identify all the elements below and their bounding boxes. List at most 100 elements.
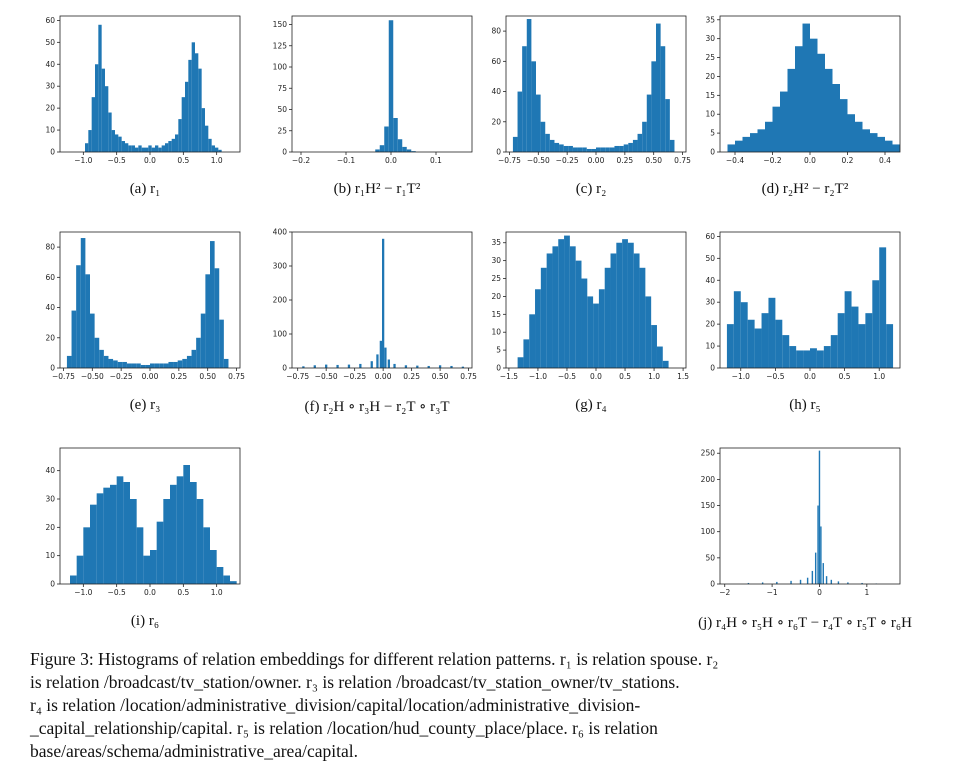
- histogram-panel-b: −0.2 −0.1 0.0 0.1 0 25 50 75 100 125 150 (b) r₁H² …: [262, 10, 492, 235]
- histogram-j-ytick-label: 100: [701, 527, 716, 536]
- histogram-f-ytick-label: 300: [273, 262, 288, 271]
- histogram-e-xtick-label: −0.50: [81, 372, 104, 381]
- histogram-a-bar: [151, 147, 155, 152]
- caption-text-h: (h) r₅: [789, 397, 821, 413]
- histogram-f-bar: [438, 365, 442, 368]
- histogram-e-bar: [103, 355, 109, 368]
- histogram-d-bar: [772, 106, 780, 152]
- caption-text-g: (g) r₄: [575, 397, 607, 413]
- histogram-j-ytick-label: 150: [701, 501, 716, 510]
- histogram-c-bar: [545, 133, 550, 152]
- caption-text-b: (b) r₁H² − r₁T²: [333, 181, 421, 197]
- histogram-h-ytick-label: 60: [705, 232, 715, 241]
- panel-caption-d: (d) r₂H² − r₂T²: [690, 181, 920, 198]
- histogram-c-xtick-label: −0.75: [498, 156, 521, 165]
- histogram-f-xtick-label: 0.75: [460, 372, 477, 381]
- histogram-c-bar: [572, 147, 578, 152]
- histogram-g-bar: [651, 325, 657, 368]
- histogram-a-bar: [128, 145, 132, 152]
- histogram-c-svg: −0.75 −0.50 −0.25 0.00 0.25 0.50 0.75 0 20 40 60 80: [491, 15, 691, 165]
- histogram-a-ytick-label: 30: [45, 82, 55, 91]
- histogram-e-ytick-label: 20: [45, 333, 55, 342]
- histogram-c-bar: [582, 147, 587, 152]
- histogram-b-frame: [291, 15, 473, 153]
- histogram-d-bar: [757, 129, 765, 152]
- histogram-g-xtick-label: 0.5: [619, 372, 631, 381]
- histogram-g-bar: [616, 242, 623, 368]
- histogram-h-ytick-label: 40: [705, 276, 715, 285]
- histogram-g-bar: [523, 339, 530, 368]
- histogram-c-bar: [526, 19, 532, 152]
- histogram-d-bar: [877, 136, 885, 152]
- histogram-a-bar: [178, 119, 182, 152]
- histogram-g-bar: [639, 267, 646, 368]
- histogram-j-xtick-label: 0: [817, 588, 822, 597]
- histogram-c-bar: [642, 121, 647, 152]
- histogram-b-ytick-label: 125: [273, 41, 288, 50]
- histogram-a-bar: [161, 145, 165, 152]
- histogram-i-bar: [170, 484, 177, 584]
- histogram-h-bar: [858, 324, 866, 368]
- histogram-f-bar: [376, 354, 379, 368]
- histogram-h-bar: [733, 291, 741, 368]
- histogram-j-bar: [818, 450, 821, 584]
- histogram-a-frame: [59, 15, 241, 153]
- histogram-f-bar: [359, 363, 362, 368]
- caption-text-a: (a) r₁: [129, 181, 161, 197]
- caption-text-e: (e) r₃: [129, 397, 161, 413]
- histogram-i-bar: [70, 575, 77, 584]
- histogram-h-bar: [768, 297, 776, 368]
- histogram-i-bar: [163, 499, 170, 584]
- histogram-h-bar: [761, 313, 769, 368]
- histogram-f-xtick-label: 0.25: [403, 372, 420, 381]
- histogram-j-svg: −2 −1 0 1 0 50 100 150 200 250: [701, 447, 901, 597]
- histogram-i-bar: [156, 521, 164, 584]
- caption-text-f: (f) r₂H ∘ r₃H − r₂T ∘ r₃T: [304, 399, 450, 415]
- histogram-d-ytick-label: 20: [705, 72, 715, 81]
- histogram-h-bar: [830, 335, 838, 368]
- histogram-c-bar: [591, 148, 596, 152]
- histogram-a-bar: [95, 64, 99, 152]
- histogram-j-xtick-label: −1: [767, 588, 778, 597]
- histogram-j-bar: [790, 580, 792, 584]
- histogram-j-bar: [761, 582, 764, 584]
- histogram-a-ytick-label: 10: [45, 126, 55, 135]
- histogram-a-bar: [88, 130, 92, 152]
- histogram-h-ytick-label: 10: [705, 342, 715, 351]
- histogram-a-bar: [141, 147, 145, 152]
- histogram-f-bar: [382, 238, 385, 368]
- histogram-i-ytick-label: 20: [45, 523, 55, 532]
- histogram-e-bar: [205, 274, 210, 368]
- histogram-b-ytick-label: 150: [273, 20, 288, 29]
- histogram-d-ytick-label: 0: [710, 148, 715, 157]
- histogram-g-bar: [575, 260, 582, 368]
- histogram-e-svg: −0.75 −0.50 −0.25 0.00 0.25 0.50 0.75 0 20 40 60 80: [45, 231, 245, 381]
- histogram-i-ytick-label: 40: [45, 466, 55, 475]
- caption-text-c: (c) r₂: [575, 181, 607, 197]
- histogram-h-bar: [796, 350, 804, 368]
- histogram-a-bar: [138, 145, 142, 152]
- histogram-e-bar: [90, 313, 95, 368]
- histogram-c-bar: [563, 145, 569, 152]
- histogram-f-bar: [347, 364, 351, 368]
- caption-line-4: _capital_relationship/capital. r₅ is rel…: [30, 718, 658, 738]
- histogram-a-ytick-label: 60: [45, 16, 55, 25]
- panel-caption-c: (c) r₂: [476, 181, 706, 198]
- histogram-a-bar: [198, 68, 202, 152]
- histogram-g-ytick-label: 10: [491, 328, 501, 337]
- histogram-a-bar: [145, 147, 149, 152]
- histogram-c-xtick-label: −0.50: [527, 156, 550, 165]
- histogram-c-xtick-label: 0.75: [674, 156, 691, 165]
- histogram-e-bar: [200, 313, 206, 368]
- histogram-e-bar: [186, 355, 192, 368]
- histogram-g-bar: [598, 289, 605, 368]
- histogram-e-xtick-label: 0.00: [142, 372, 159, 381]
- histogram-e-bar: [66, 355, 72, 368]
- histogram-g-bar: [622, 239, 628, 368]
- histogram-j-frame: [719, 447, 901, 585]
- histogram-f-xtick-label: −0.25: [343, 372, 366, 381]
- histogram-h-bar: [837, 313, 845, 368]
- histogram-e-bar: [80, 238, 86, 368]
- histogram-c-bar: [577, 147, 583, 152]
- histogram-h-ytick-label: 30: [705, 298, 715, 307]
